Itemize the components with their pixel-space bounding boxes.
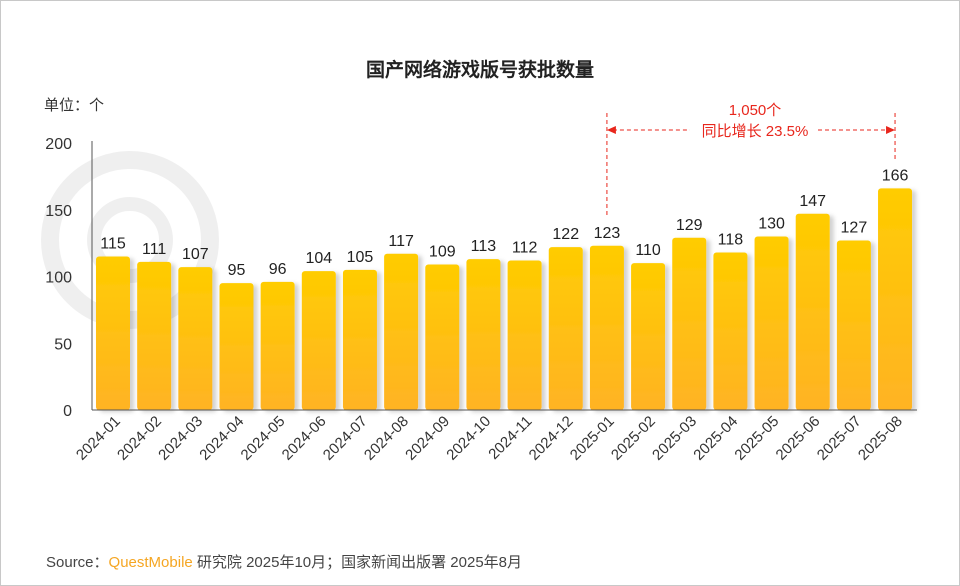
bar-2025-02	[631, 263, 666, 410]
bar-2025-06	[795, 213, 830, 410]
bar-2024-07	[342, 269, 377, 410]
data-label-2025-06: 147	[799, 193, 826, 210]
x-tick-label: 2024-06	[279, 413, 330, 464]
x-tick-label: 2025-01	[567, 413, 618, 464]
annotation-growth: 同比增长 23.5%	[702, 123, 809, 140]
bar-2024-10	[466, 259, 501, 410]
data-label-2024-09: 109	[429, 243, 456, 260]
x-tick-label: 2025-02	[608, 413, 659, 464]
source-note: Source：QuestMobile 研究院 2025年10月；国家新闻出版署 …	[46, 551, 522, 572]
x-tick-label: 2024-10	[443, 413, 494, 464]
data-label-2024-10: 113	[471, 238, 497, 255]
bar-2025-08	[878, 188, 913, 410]
x-tick-label: 2025-07	[814, 413, 865, 464]
x-tick-label: 2024-02	[114, 413, 165, 464]
x-tick-label: 2024-01	[73, 413, 124, 464]
data-label-2024-04: 95	[228, 262, 246, 279]
bar-2025-01	[589, 245, 624, 410]
x-tick-label: 2024-11	[485, 413, 535, 463]
data-label-2025-07: 127	[841, 219, 868, 236]
data-label-2024-06: 104	[305, 250, 332, 267]
arrowhead-right-icon	[886, 126, 896, 134]
data-label-2024-07: 105	[347, 249, 374, 266]
data-label-2024-03: 107	[182, 246, 209, 263]
x-tick-label: 2025-06	[773, 413, 824, 464]
bar-2024-02	[137, 261, 172, 410]
data-label-2025-03: 129	[676, 217, 703, 234]
x-tick-label: 2024-07	[320, 413, 371, 464]
arrowhead-left-icon	[606, 126, 616, 134]
data-label-2025-08: 166	[882, 167, 909, 184]
x-tick-label: 2025-08	[855, 413, 906, 464]
x-tick-label: 2025-04	[690, 413, 741, 464]
annotation-total: 1,050个	[729, 102, 782, 119]
x-tick-label: 2024-05	[238, 413, 289, 464]
y-tick-label: 150	[45, 203, 72, 220]
data-label-2024-08: 117	[388, 233, 414, 250]
y-tick-label: 100	[45, 270, 72, 287]
x-tick-label: 2024-04	[196, 413, 247, 464]
data-label-2024-11: 112	[512, 239, 538, 256]
x-tick-label: 2025-05	[731, 413, 782, 464]
data-label-2024-05: 96	[269, 261, 287, 278]
x-tick-label: 2024-09	[402, 413, 453, 464]
bar-2025-03	[672, 237, 707, 410]
unit-label: 单位：个	[44, 97, 105, 114]
data-label-2024-02: 111	[142, 241, 166, 258]
bar-2024-06	[301, 271, 336, 410]
data-label-2025-04: 118	[718, 231, 744, 248]
x-tick-label: 2024-03	[155, 413, 206, 464]
bar-2024-08	[384, 253, 419, 410]
data-label-2025-01: 123	[594, 225, 621, 242]
x-tick-label: 2024-08	[361, 413, 412, 464]
bar-2024-09	[425, 264, 460, 410]
source-brand: QuestMobile	[108, 554, 193, 571]
bar-2024-12	[548, 247, 583, 410]
x-tick-label: 2024-12	[526, 413, 577, 464]
y-tick-label: 0	[63, 403, 72, 420]
source-prefix: Source：	[46, 554, 109, 571]
data-label-2024-01: 115	[100, 235, 126, 252]
bar-2024-03	[178, 267, 213, 410]
source-rest: 研究院 2025年10月；国家新闻出版署 2025年8月	[192, 554, 523, 571]
bar-2024-01	[96, 256, 130, 410]
bar-2024-05	[260, 281, 295, 410]
data-label-2025-05: 130	[758, 215, 785, 232]
bar-2025-07	[836, 240, 871, 410]
bar-2025-04	[713, 252, 748, 410]
y-tick-label: 200	[45, 136, 72, 153]
y-tick-label: 50	[54, 336, 72, 353]
bar-2024-11	[507, 260, 542, 410]
chart-title: 国产网络游戏版号获批数量	[365, 60, 594, 81]
data-label-2024-12: 122	[552, 226, 579, 243]
bar-2025-05	[754, 236, 789, 410]
bar-2024-04	[219, 283, 254, 410]
x-tick-label: 2025-03	[649, 413, 700, 464]
data-label-2025-02: 110	[635, 242, 661, 259]
